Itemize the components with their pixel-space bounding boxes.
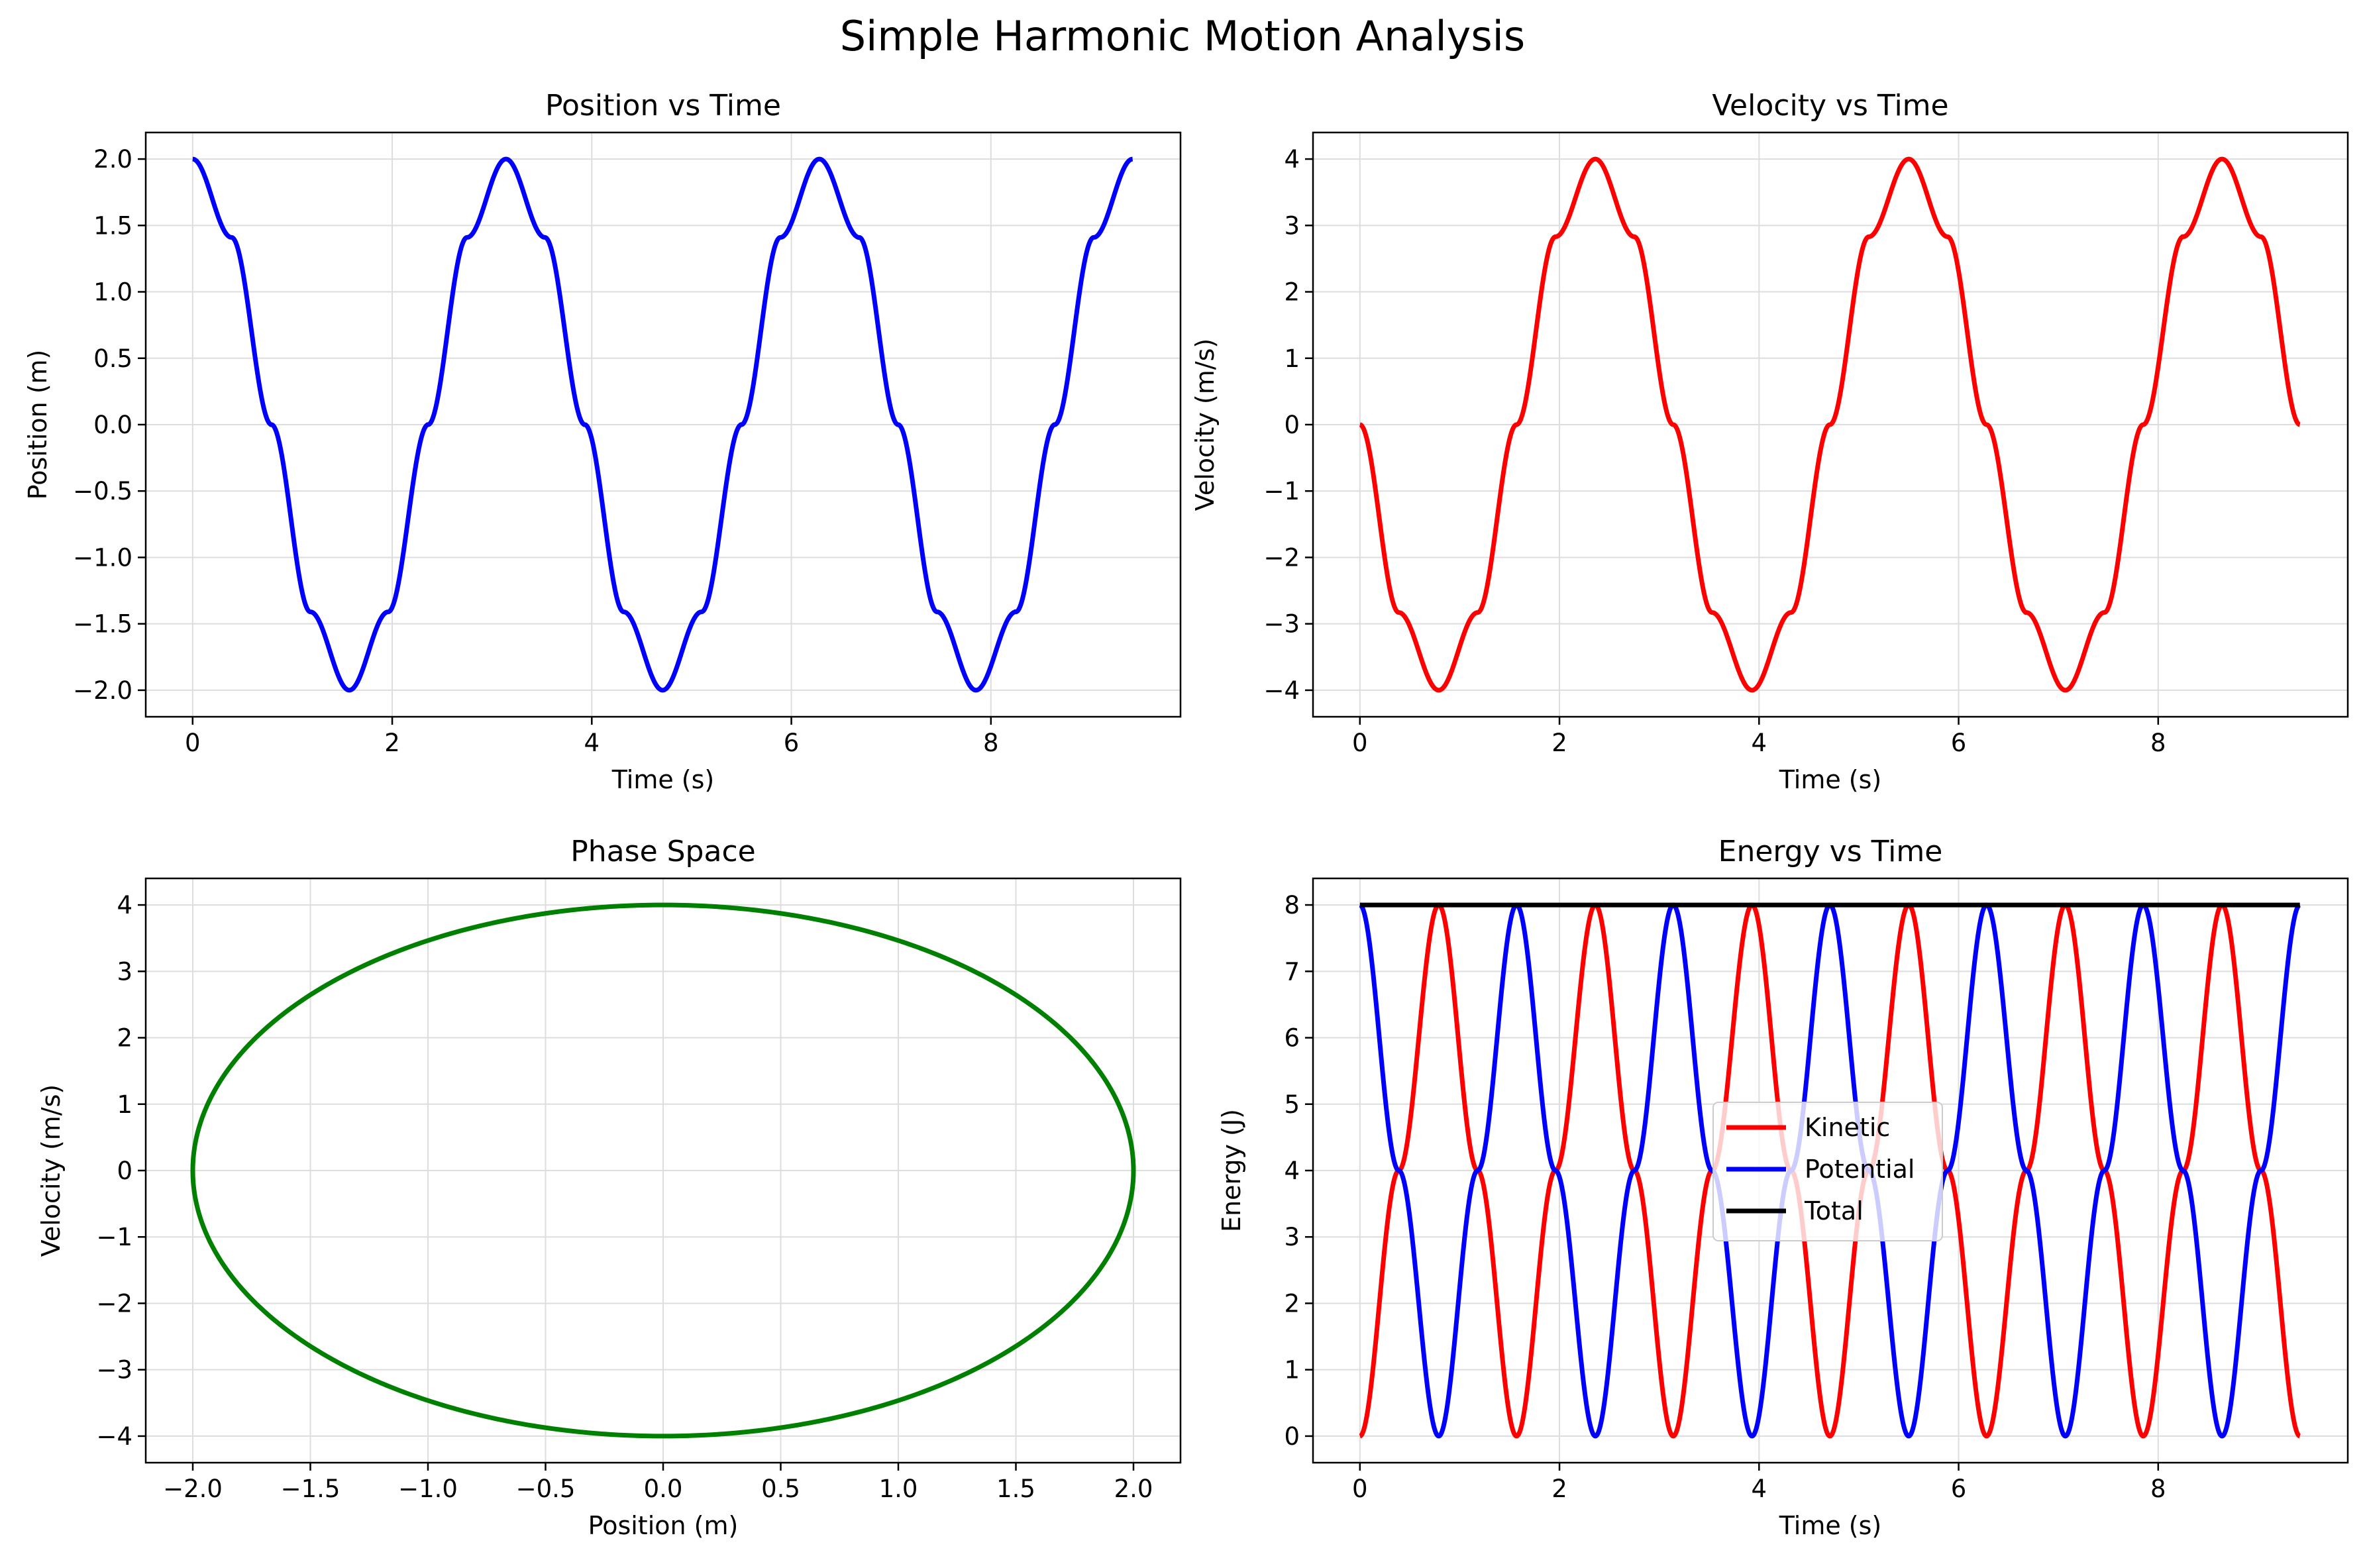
y-tick-label: 1	[1284, 344, 1300, 373]
y-tick-label: −4	[96, 1422, 132, 1451]
x-tick-label: 0.0	[644, 1475, 683, 1503]
x-tick-label: 6	[784, 729, 800, 757]
y-tick-label: 5	[1284, 1090, 1300, 1119]
y-tick-label: 1.0	[93, 278, 132, 307]
y-tick-label: 6	[1284, 1024, 1300, 1053]
y-tick-label: −4	[1263, 676, 1300, 705]
x-tick-label: 8	[2150, 1475, 2166, 1503]
x-tick-label: 6	[1951, 1475, 1967, 1503]
y-axis-label: Energy (J)	[1217, 1109, 1246, 1232]
y-axis-label: Velocity (m/s)	[1190, 339, 1220, 511]
y-tick-label: 0.5	[93, 344, 132, 373]
y-tick-label: 0	[1284, 411, 1300, 439]
x-axis-label: Time (s)	[611, 765, 715, 794]
x-tick-label: 2.0	[1114, 1475, 1153, 1503]
y-tick-label: −3	[96, 1356, 132, 1385]
x-axis-label: Time (s)	[1779, 765, 1882, 794]
panel-title: Phase Space	[570, 835, 755, 868]
x-tick-label: 8	[983, 729, 999, 757]
x-tick-label: 8	[2150, 729, 2166, 757]
y-tick-label: 2	[1284, 1289, 1300, 1318]
y-axis-label: Velocity (m/s)	[36, 1084, 66, 1257]
x-tick-label: 1.5	[996, 1475, 1035, 1503]
y-tick-label: 3	[117, 957, 132, 986]
y-tick-label: −2.0	[73, 676, 132, 705]
x-tick-label: −2.0	[163, 1475, 223, 1503]
x-tick-label: 4	[1752, 1475, 1767, 1503]
y-tick-label: 1.5	[93, 211, 132, 240]
y-tick-label: 2.0	[93, 145, 132, 174]
y-tick-label: 0	[1284, 1422, 1300, 1451]
y-tick-label: 4	[117, 891, 132, 919]
x-tick-label: 4	[584, 729, 600, 757]
panel-title: Position vs Time	[545, 89, 781, 123]
panel-title: Velocity vs Time	[1712, 89, 1948, 123]
y-tick-label: −1	[96, 1223, 132, 1251]
x-tick-label: 0.5	[761, 1475, 800, 1503]
x-tick-label: 2	[1551, 1475, 1567, 1503]
x-tick-label: 0	[1352, 1475, 1368, 1503]
x-tick-label: 4	[1752, 729, 1767, 757]
series-line	[1358, 156, 2302, 693]
figure-title: Simple Harmonic Motion Analysis	[840, 12, 1525, 60]
legend-box	[1712, 1102, 1943, 1241]
y-tick-label: 1	[117, 1090, 132, 1119]
x-axis-label: Time (s)	[1779, 1511, 1882, 1540]
y-tick-label: −2	[1263, 543, 1300, 572]
phase-space-panel: −2.0 −1.5 −1.0 −0.5 0.0 0.5 1.0 1.5 2.0 −4 −3 −2 −1 0…	[36, 835, 1182, 1540]
kinetic-series-line	[1358, 902, 2302, 1439]
y-tick-label: 8	[1284, 891, 1300, 919]
x-tick-label: 2	[384, 729, 400, 757]
y-axis-label: Position (m)	[23, 350, 52, 500]
y-tick-label: 2	[1284, 278, 1300, 307]
y-tick-label: 3	[1284, 211, 1300, 240]
x-tick-label: −1.5	[281, 1475, 341, 1503]
velocity-vs-time-panel: 0 2 4 6 8 −4 −3 −2 −1 0 1 2 3 4 Velocity vs Time Time (…	[1190, 89, 2349, 794]
energy-vs-time-panel: 0 2 4 6 8 0 1 2 3 4 5 6 7 8 Energy vs Time Time (s) Ener…	[1217, 835, 2349, 1540]
y-tick-label: 4	[1284, 1157, 1300, 1185]
x-tick-label: 0	[185, 729, 201, 757]
kinetic-legend-label: Kinetic	[1805, 1113, 1890, 1142]
y-tick-label: 7	[1284, 957, 1300, 986]
y-tick-label: −3	[1263, 610, 1300, 639]
y-tick-label: −0.5	[73, 477, 132, 505]
x-tick-label: 0	[1352, 729, 1368, 757]
x-tick-label: 6	[1951, 729, 1967, 757]
y-tick-label: 0.0	[93, 411, 132, 439]
position-vs-time-panel: 0 2 4 6 8 −2.0 −1.5 −1.0 −0.5 0.0 0.5 1.0 1.5 2.0 Posi…	[23, 89, 1182, 794]
y-tick-label: 0	[117, 1157, 132, 1185]
y-tick-label: 4	[1284, 145, 1300, 174]
total-legend-label: Total	[1804, 1196, 1864, 1226]
y-tick-label: −1	[1263, 477, 1300, 505]
panel-title: Energy vs Time	[1718, 835, 1943, 868]
x-tick-label: 2	[1551, 729, 1567, 757]
y-tick-label: −1.5	[73, 610, 132, 639]
x-tick-label: −1.0	[398, 1475, 458, 1503]
y-tick-label: 2	[117, 1024, 132, 1053]
x-tick-label: 1.0	[879, 1475, 918, 1503]
series-line	[191, 156, 1135, 693]
x-tick-label: −0.5	[516, 1475, 576, 1503]
y-tick-label: −1.0	[73, 543, 132, 572]
potential-legend-label: Potential	[1805, 1155, 1915, 1184]
series-line	[190, 902, 1136, 1439]
x-axis-label: Position (m)	[588, 1511, 739, 1540]
y-tick-label: 1	[1284, 1356, 1300, 1385]
y-tick-label: −2	[96, 1289, 132, 1318]
y-tick-label: 3	[1284, 1223, 1300, 1251]
